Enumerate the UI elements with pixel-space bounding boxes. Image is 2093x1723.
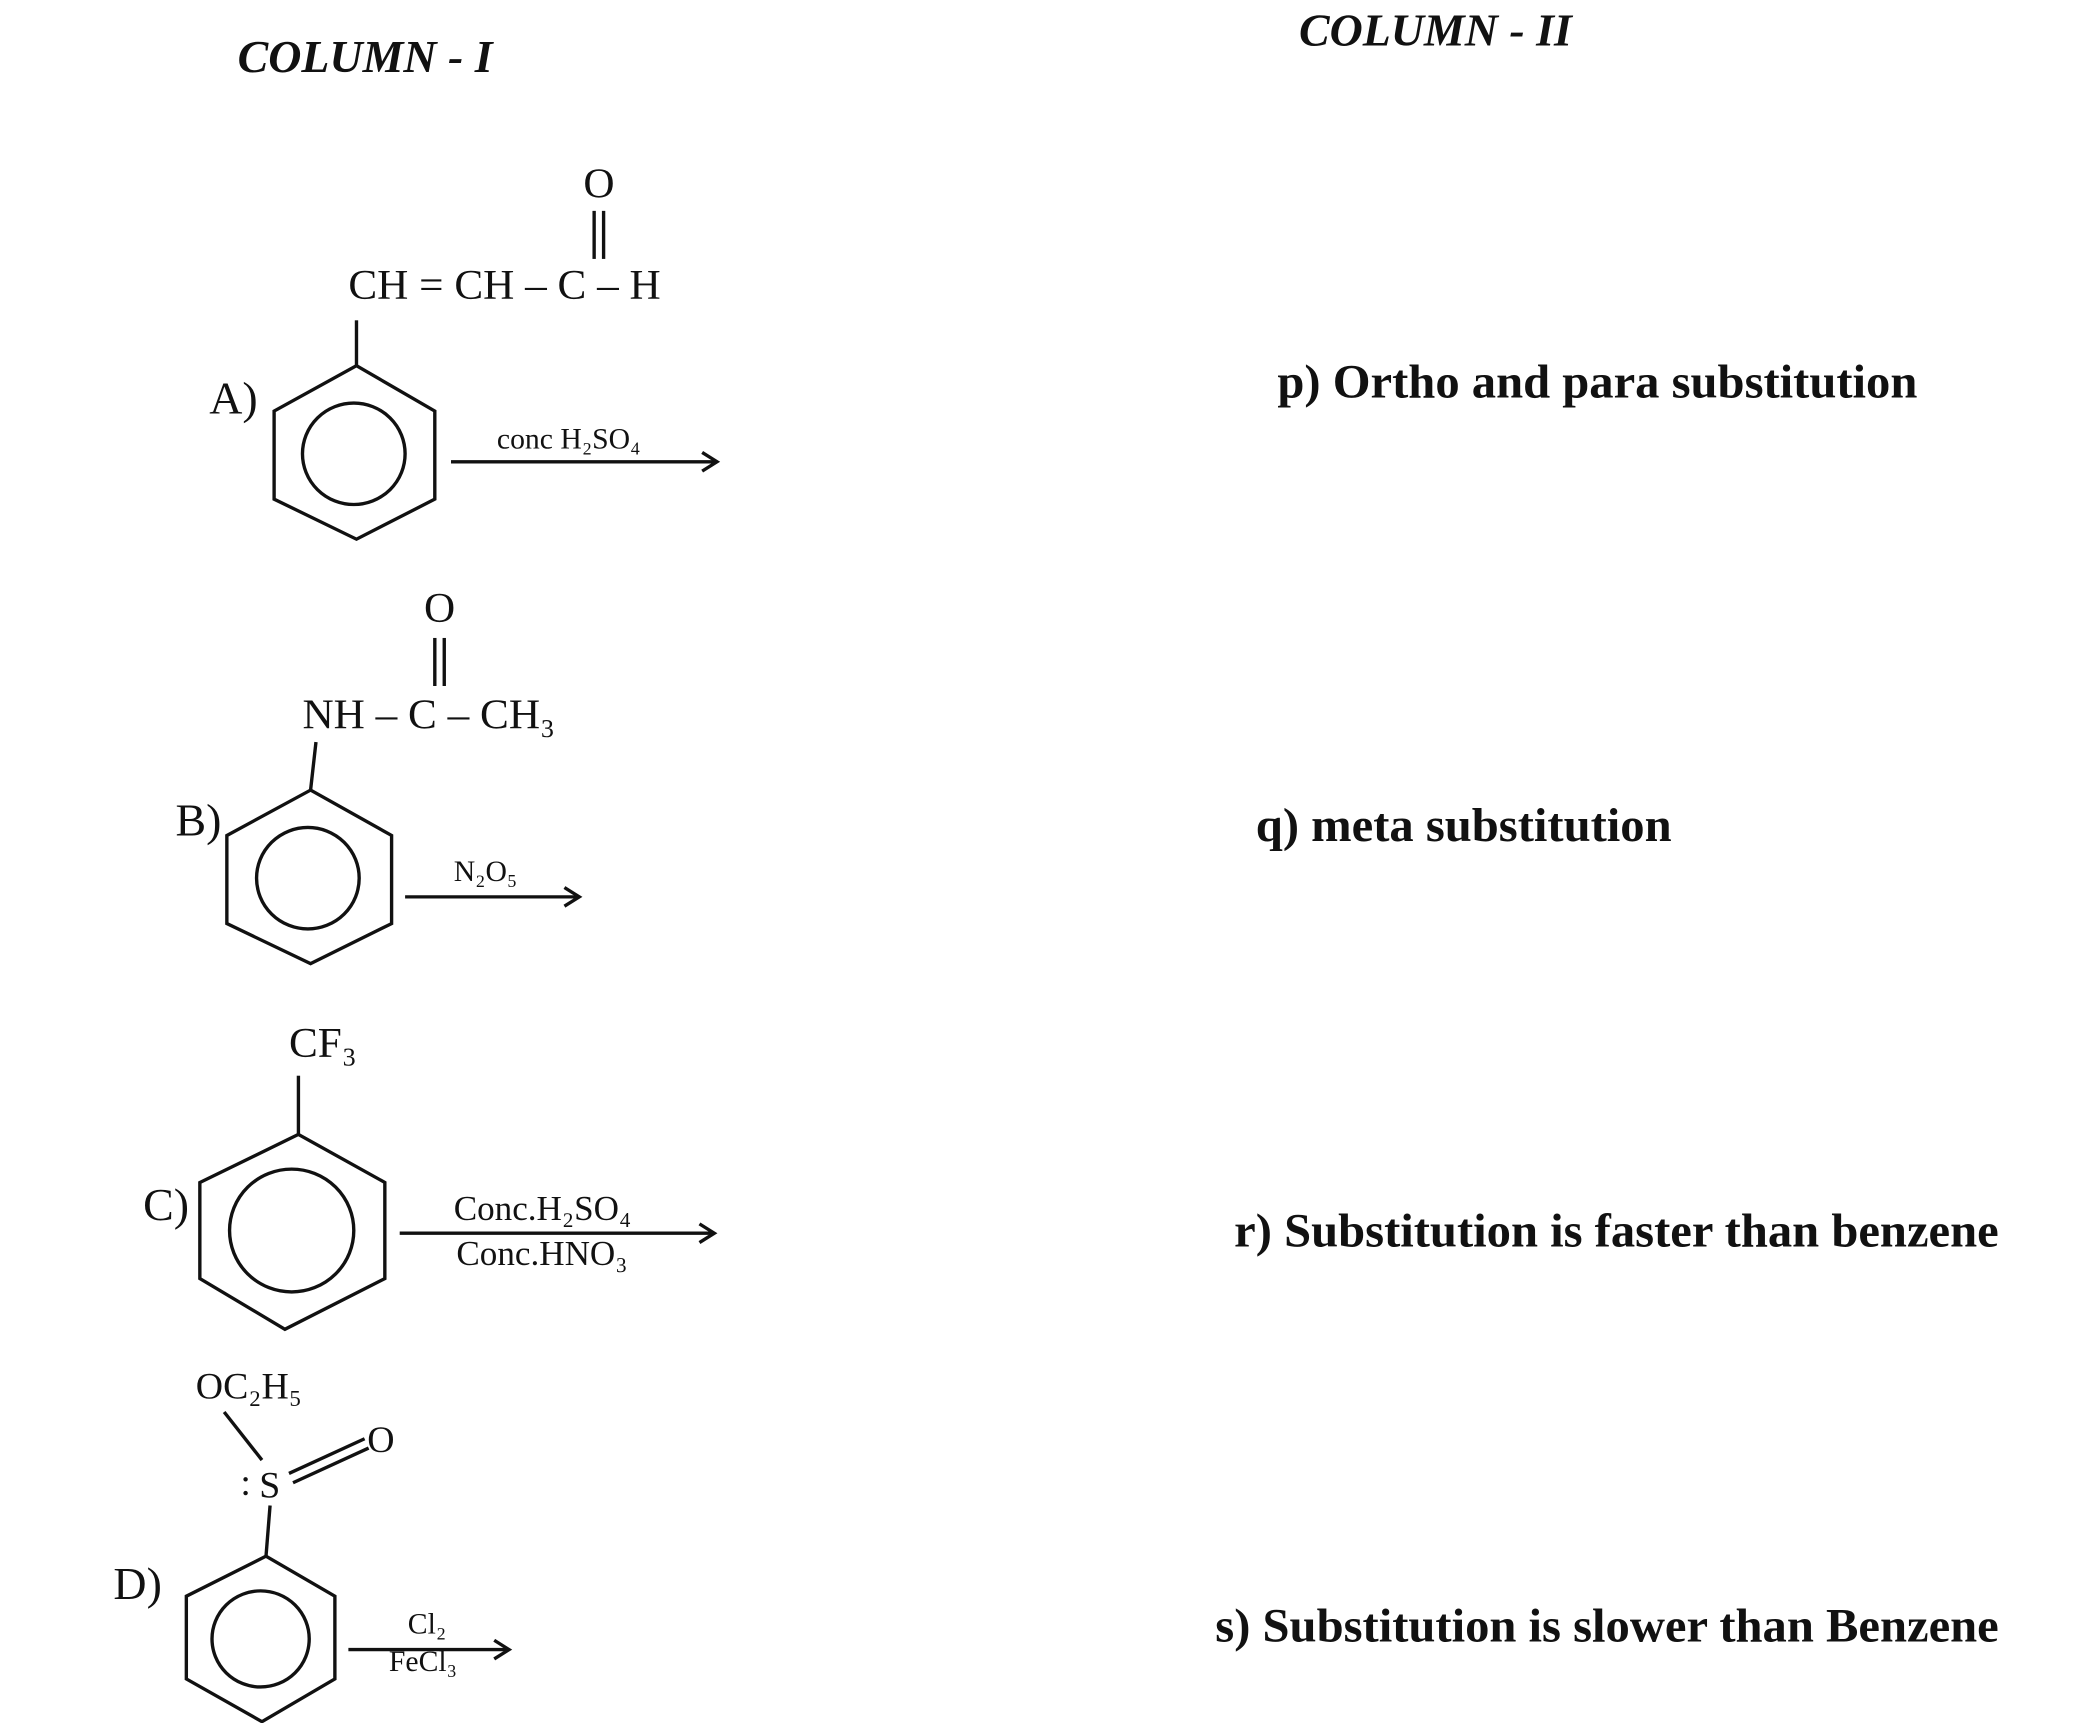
- option: s) Substitution is slower than Benzene: [1215, 1600, 1998, 1653]
- item-label: D): [113, 1558, 161, 1609]
- benzene-ring: [227, 1167, 356, 1294]
- item-label: C): [143, 1179, 189, 1230]
- benzene-ring: [184, 1554, 337, 1723]
- item-label: A): [209, 373, 257, 424]
- benzene-ring: [225, 788, 394, 966]
- substituent: CH = CH – C – H: [348, 262, 660, 309]
- bond: [292, 1446, 370, 1485]
- sulfonyl-oxygen: O: [367, 1420, 394, 1461]
- bond: [308, 741, 318, 791]
- arrow: [698, 1222, 718, 1244]
- substituent: OC₂H₅: [196, 1367, 302, 1408]
- benzene-ring: [300, 401, 407, 507]
- item-label: B): [176, 795, 222, 846]
- item-b: B) NH – C – CH₃ O N₂O₅: [176, 585, 583, 966]
- column-heading: COLUMN - I: [238, 31, 495, 82]
- reagent: conc H₂SO₄: [497, 424, 641, 456]
- benzene-ring: [198, 1132, 387, 1332]
- sulfur: S: [259, 1466, 280, 1507]
- arrow: [563, 886, 583, 908]
- substituent: NH – C – CH₃: [302, 692, 555, 739]
- reagent: N₂O₅: [454, 856, 518, 888]
- option: p) Ortho and para substitution: [1277, 356, 1917, 409]
- reagent: Cl₂: [408, 1609, 446, 1641]
- column-heading: COLUMN - II: [1299, 5, 1574, 56]
- reagent: Conc.H₂SO₄: [454, 1189, 632, 1228]
- item-d: D) OC₂H₅ : S O Cl₂ FeCl₃: [113, 1367, 513, 1723]
- option: r) Substitution is faster than benzene: [1234, 1205, 1999, 1258]
- bond: [222, 1411, 264, 1462]
- carbonyl-oxygen: O: [583, 161, 614, 208]
- item-a: A) CH = CH – C – H O conc H₂SO₄: [209, 161, 721, 542]
- item-c: C) CF₃ Conc.H₂SO₄ Conc.HNO₃: [143, 1020, 718, 1332]
- option: q) meta substitution: [1256, 799, 1672, 852]
- lone-pair: :: [240, 1463, 251, 1504]
- benzene-ring: [272, 363, 437, 542]
- bond: [264, 1505, 272, 1557]
- arrow: [493, 1638, 513, 1661]
- benzene-ring: [210, 1589, 311, 1689]
- carbonyl-oxygen: O: [424, 585, 455, 632]
- reagent: FeCl₃: [389, 1646, 457, 1678]
- benzene-ring: [254, 825, 361, 931]
- reagent: Conc.HNO₃: [456, 1234, 627, 1273]
- substituent: CF₃: [289, 1020, 357, 1067]
- arrow: [701, 451, 721, 473]
- bond: [288, 1437, 366, 1475]
